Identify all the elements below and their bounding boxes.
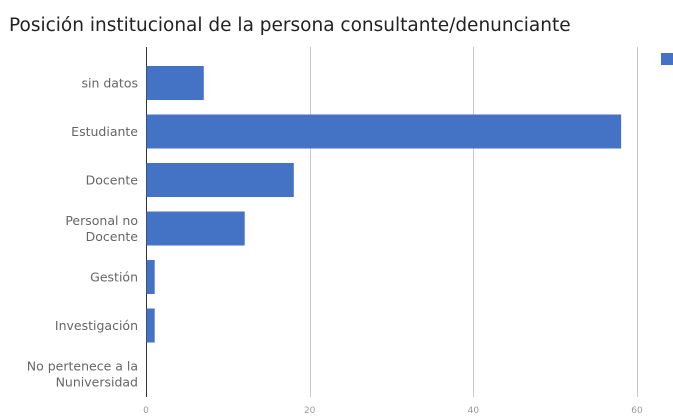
legend [661,53,673,65]
category-label: sin datos [81,76,138,91]
x-tick-label: 20 [304,406,316,416]
x-tick-label: 0 [143,406,149,416]
category-label: Personal no Docente [65,213,138,244]
x-tick-labels: 0 20 40 60 [143,406,643,416]
bars [146,66,622,343]
bar [146,308,155,343]
x-tick-label: 40 [468,406,480,416]
category-labels: sin datos Estudiante Docente Personal no Doc… [27,76,139,390]
category-label: Investigación [55,318,138,333]
chart-title: Posición institucional de la persona con… [9,15,571,36]
legend-swatch [661,53,673,65]
category-label: Docente [86,173,139,188]
bar [146,211,245,246]
category-label: Estudiante [71,124,138,139]
bar [146,163,294,197]
x-tick-label: 60 [631,406,643,416]
category-label: Gestión [90,270,138,285]
category-label: No pertenece a la Nuniversidad [27,359,138,390]
bar [146,114,622,149]
bar [146,260,155,294]
bar [146,66,204,100]
